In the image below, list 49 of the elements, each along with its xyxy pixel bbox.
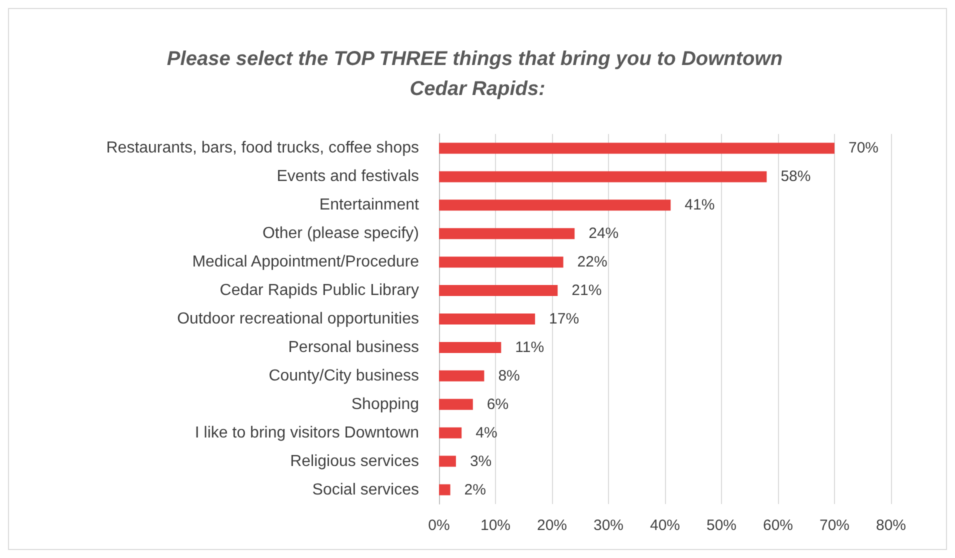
x-tick-label: 10% (480, 517, 511, 534)
y-tick-label: Medical Appointment/Procedure (192, 254, 420, 271)
bar (439, 142, 834, 154)
bar (439, 398, 473, 410)
y-tick-label: Social services (312, 481, 419, 498)
bar (439, 342, 502, 353)
data-label: 3% (470, 452, 492, 470)
bar (439, 171, 767, 182)
bar (439, 200, 671, 211)
y-tick-label: Personal business (288, 338, 419, 356)
data-label: 6% (486, 396, 509, 413)
x-tick-label: 0% (428, 517, 450, 534)
y-tick-label: Other (please specify) (262, 225, 419, 242)
x-tick-label: 80% (876, 517, 906, 534)
bar (439, 456, 456, 467)
chart-title: Please select the TOP THREE things that bring you to Downtown Cedar Rapids: (166, 48, 788, 100)
x-tick-label: 50% (706, 517, 737, 534)
bar (439, 314, 536, 324)
y-tick-label: Shopping (351, 396, 419, 413)
data-label: 2% (464, 481, 486, 498)
bar (439, 484, 450, 496)
y-tick-label: County/City business (268, 367, 419, 384)
x-tick-label: 20% (536, 517, 568, 534)
x-tick-label: 40% (650, 517, 680, 534)
data-label: 17% (549, 310, 580, 328)
data-label: 22% (577, 254, 608, 271)
data-label: 41% (684, 196, 715, 214)
y-tick-label: Restaurants, bars, food trucks, coffee shops (106, 140, 419, 157)
y-tick-label: Religious services (290, 452, 419, 470)
data-label: 11% (515, 338, 544, 356)
x-tick-label: 70% (819, 517, 850, 534)
y-tick-label: I like to bring visitors Downtown (194, 424, 419, 442)
bar (439, 427, 462, 438)
bar (439, 256, 564, 268)
data-label: 70% (848, 140, 879, 157)
data-label: 4% (476, 424, 498, 442)
x-tick-label: 30% (593, 517, 624, 534)
data-label: 24% (588, 225, 619, 242)
y-tick-label: Entertainment (319, 196, 420, 214)
data-label: 8% (498, 367, 520, 384)
data-label: 21% (572, 282, 602, 300)
bar (439, 228, 575, 240)
y-tick-label: Cedar Rapids Public Library (220, 282, 419, 300)
y-tick-label: Outdoor recreational opportunities (177, 310, 419, 328)
data-label: 58% (780, 168, 811, 186)
bar (439, 370, 484, 382)
x-tick-label: 60% (762, 517, 794, 534)
y-tick-label: Events and festivals (276, 168, 419, 186)
bar (439, 285, 558, 296)
